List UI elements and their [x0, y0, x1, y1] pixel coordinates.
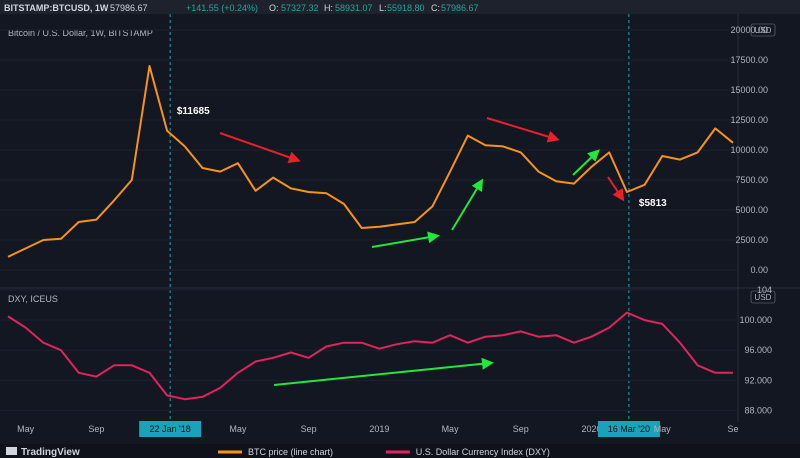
header-last: 57986.67	[110, 3, 148, 13]
btc-y-tick-label: 5000.00	[735, 205, 768, 215]
red-trend-arrow	[219, 132, 301, 164]
header-c-label: C:	[431, 3, 440, 13]
header-c-value: 57986.67	[441, 3, 479, 13]
red-trend-arrow	[486, 117, 560, 143]
btc-y-tick-label: 15000.00	[730, 85, 768, 95]
header-h-value: 58931.07	[335, 3, 373, 13]
btc-y-tick-label: 20000.00	[730, 25, 768, 35]
trend-arrows	[219, 117, 625, 386]
legend-label: BTC price (line chart)	[248, 447, 333, 457]
footer-legend: BTC price (line chart) U.S. Dollar Curren…	[218, 447, 550, 457]
green-trend-arrow	[273, 357, 494, 386]
dxy-series	[7, 311, 733, 401]
header-o-label: O:	[269, 3, 279, 13]
green-trend-arrow	[371, 231, 440, 248]
btc-y-tick-label: 17500.00	[730, 55, 768, 65]
tradingview-logo-mark	[6, 447, 17, 455]
x-tick-label: Se	[727, 424, 738, 434]
green-trend-arrow	[451, 178, 484, 231]
header-bar	[0, 0, 800, 14]
btc-usd-badge	[750, 23, 776, 37]
dxy-index-line	[7, 311, 733, 401]
date-marker-lines	[169, 14, 630, 421]
x-tick-label: Sep	[88, 424, 104, 434]
dxy-y-tick-label: 92.000	[744, 375, 772, 385]
x-tick-label: May	[442, 424, 460, 434]
tradingview-logo-text: TradingView	[21, 447, 80, 458]
date-marker-badge	[139, 421, 202, 437]
header-symbol: BITSTAMP:BTCUSD, 1W	[4, 3, 109, 13]
x-axis: May Sep 22 Jan '18 May Sep 2019 May Sep 2020 16 M…	[17, 421, 739, 437]
x-tick-label: 2019	[369, 424, 389, 434]
btc-price-line	[7, 65, 734, 258]
btc-pane-title: Bitcoin / U.S. Dollar, 1W, BITSTAMP	[8, 28, 153, 38]
btc-series	[7, 65, 734, 258]
date-marker-label: 16 Mar '20	[608, 424, 650, 434]
legend-label: U.S. Dollar Currency Index (DXY)	[416, 447, 550, 457]
green-trend-arrow	[572, 149, 600, 176]
dxy-usd-badge	[750, 290, 776, 304]
price-annotation: $11685	[177, 106, 210, 117]
btc-usd-badge-label: USD	[755, 26, 772, 35]
x-tick-label: May	[229, 424, 247, 434]
header-change: +141.55 (+0.24%)	[186, 3, 258, 13]
header-l-label: L:	[379, 3, 387, 13]
x-tick-label: May	[17, 424, 35, 434]
date-marker-label: 22 Jan '18	[150, 424, 191, 434]
red-trend-arrow	[607, 176, 625, 202]
dxy-pane-title: DXY, ICEUS	[8, 294, 58, 304]
price-annotations: $11685 $5813	[177, 106, 667, 209]
x-tick-label: 2020	[582, 424, 602, 434]
dxy-y-axis: 88.000 92.000 96.000 100.000 104	[0, 285, 772, 415]
dxy-y-tick-label: 104	[757, 285, 772, 295]
price-annotation: $5813	[639, 198, 667, 209]
dxy-usd-badge-label: USD	[755, 293, 772, 302]
dxy-y-tick-label: 100.000	[739, 315, 772, 325]
btc-y-tick-label: 12500.00	[730, 115, 768, 125]
tradingview-logo: TradingView	[6, 447, 80, 458]
btc-y-tick-label: 7500.00	[735, 175, 768, 185]
x-tick-label: Sep	[513, 424, 529, 434]
btc-y-tick-label: 10000.00	[730, 145, 768, 155]
x-tick-label: Sep	[301, 424, 317, 434]
btc-y-axis: 0.00 2500.00 5000.00 7500.00 10000.00 12500.0…	[0, 25, 768, 275]
header-o-value: 57327.32	[281, 3, 319, 13]
date-marker-badge	[597, 421, 660, 437]
dxy-y-tick-label: 96.000	[744, 345, 772, 355]
header-l-value: 55918.80	[387, 3, 425, 13]
btc-y-tick-label: 2500.00	[735, 235, 768, 245]
dxy-y-tick-label: 88.000	[744, 405, 772, 415]
header-h-label: H:	[324, 3, 333, 13]
x-tick-label: May	[654, 424, 672, 434]
btc-y-tick-label: 0.00	[750, 265, 768, 275]
